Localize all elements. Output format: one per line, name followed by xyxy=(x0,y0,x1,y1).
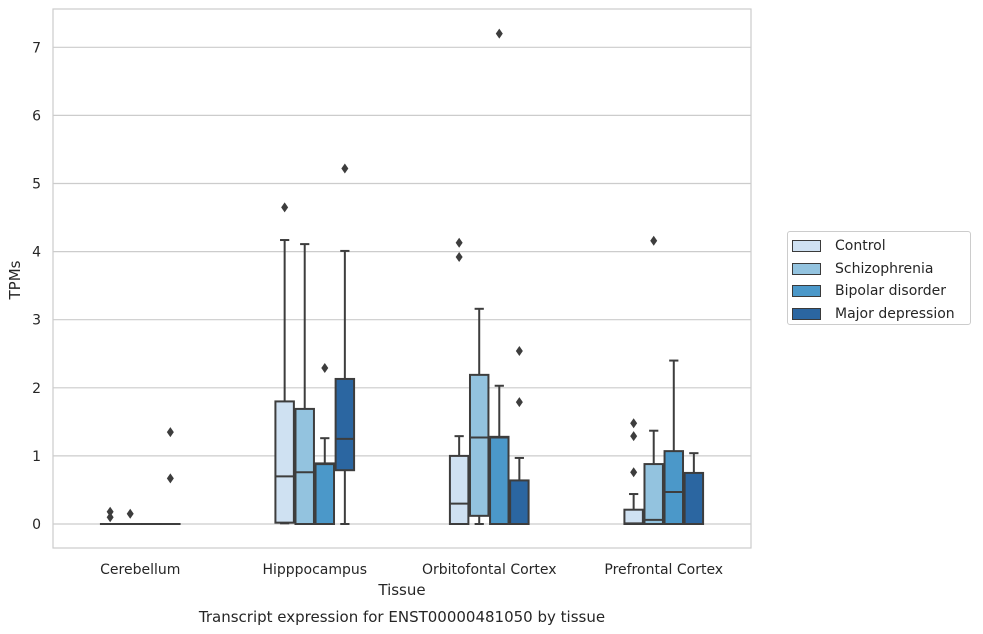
box-major-depression xyxy=(160,427,181,526)
x-tick-labels: Cerebellum Hipppocampus Orbitofontal Corte… xyxy=(100,562,723,578)
legend-item: Control xyxy=(792,235,970,258)
box-schizophrenia xyxy=(294,243,315,526)
box-body xyxy=(294,407,315,526)
legend: Control Schizophrenia Bipolar disorder Majo… xyxy=(787,231,971,325)
legend-swatch xyxy=(792,262,821,275)
outlier-point xyxy=(455,237,463,248)
plot-area xyxy=(52,8,752,549)
box-groups xyxy=(99,28,705,526)
legend-item: Schizophrenia xyxy=(792,258,970,281)
y-tick-label: 4 xyxy=(32,245,41,261)
outlier-point xyxy=(166,427,174,438)
y-axis-label: TPMs xyxy=(6,260,24,300)
outlier-point xyxy=(106,512,114,523)
box-body xyxy=(683,471,705,525)
y-tick-label: 3 xyxy=(32,313,41,329)
outlier-point xyxy=(166,473,174,484)
y-tick-label: 5 xyxy=(32,177,41,193)
outlier-point xyxy=(515,346,523,357)
outlier-point xyxy=(455,252,463,263)
legend-swatch xyxy=(792,240,821,253)
outlier-point xyxy=(321,363,329,374)
box-control xyxy=(448,237,470,525)
box-control xyxy=(99,506,121,526)
legend-item: Major depression xyxy=(792,303,970,326)
legend-item: Bipolar disorder xyxy=(792,280,970,303)
outlier-point xyxy=(630,467,638,478)
box-body xyxy=(274,400,295,524)
box-body xyxy=(468,373,490,517)
box-body xyxy=(334,377,356,472)
legend-label: Control xyxy=(835,238,886,255)
box-bipolar-disorder xyxy=(489,28,510,525)
box-major-depression xyxy=(334,163,356,525)
outlier-point xyxy=(515,397,523,408)
legend-label: Major depression xyxy=(835,305,955,322)
chart-caption: Transcript expression for ENST0000048105… xyxy=(198,608,605,626)
outlier-point xyxy=(281,202,289,213)
box-major-depression xyxy=(509,346,530,525)
box-bipolar-disorder xyxy=(314,363,336,525)
outlier-point xyxy=(495,28,503,39)
legend-swatch xyxy=(792,285,821,298)
box-body xyxy=(663,450,685,525)
outlier-point xyxy=(630,431,638,442)
box-body xyxy=(509,479,530,525)
outlier-point xyxy=(106,506,114,517)
box-body xyxy=(448,454,470,525)
x-tick-label: Prefrontal Cortex xyxy=(604,562,723,578)
legend-swatch xyxy=(792,307,821,320)
box-control xyxy=(274,202,295,525)
x-tick-label: Orbitofontal Cortex xyxy=(422,562,557,578)
x-tick-label: Cerebellum xyxy=(100,562,180,578)
box-schizophrenia xyxy=(468,307,490,525)
box-control xyxy=(623,418,644,526)
x-tick-label: Hipppocampus xyxy=(262,562,367,578)
x-axis-label: Tissue xyxy=(377,581,425,599)
y-tick-label: 1 xyxy=(32,449,41,465)
y-tick-label: 6 xyxy=(32,108,41,124)
box-schizophrenia xyxy=(643,235,664,525)
outlier-point xyxy=(341,163,349,174)
box-body xyxy=(489,435,510,525)
box-body xyxy=(643,463,664,525)
box-body xyxy=(314,462,336,525)
box-body xyxy=(623,508,644,526)
outlier-point xyxy=(126,508,134,519)
y-tick-label: 2 xyxy=(32,381,41,397)
outlier-point xyxy=(650,235,658,246)
y-tick-label: 7 xyxy=(32,40,41,56)
outlier-point xyxy=(630,418,638,429)
legend-label: Bipolar disorder xyxy=(835,283,947,300)
legend-label: Schizophrenia xyxy=(835,260,934,277)
y-tick-labels: 0 1 2 3 4 5 6 7 xyxy=(32,40,41,533)
y-tick-label: 0 xyxy=(32,517,41,533)
box-schizophrenia xyxy=(119,508,141,526)
box-major-depression xyxy=(683,452,705,525)
box-bipolar-disorder xyxy=(663,359,685,525)
